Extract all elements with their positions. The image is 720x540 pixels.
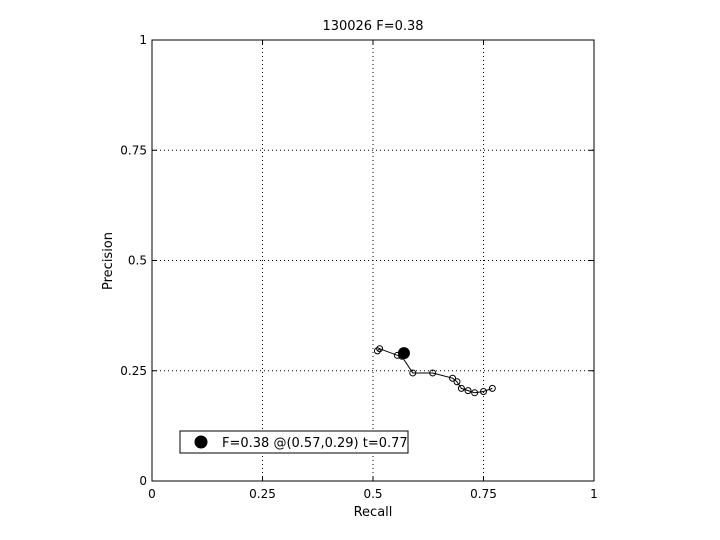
legend-box <box>179 430 409 454</box>
data-point <box>376 345 384 353</box>
y-tick-label: 1 <box>139 33 147 47</box>
data-point <box>488 384 496 392</box>
x-tick-label: 0.5 <box>363 487 382 501</box>
grid <box>152 40 594 481</box>
legend-label: F=0.38 @(0.57,0.29) t=0.77 <box>222 436 408 451</box>
chart-title: 130026 F=0.38 <box>322 19 423 34</box>
y-axis-title: Precision <box>101 232 116 290</box>
tick-labels: 0 0.25 0.5 0.75 1 0 0.25 0.5 0.75 1 <box>120 33 598 501</box>
data-point <box>429 369 437 377</box>
x-tick-label: 0.25 <box>249 487 276 501</box>
data-point <box>373 347 381 355</box>
data-point <box>409 369 417 377</box>
y-tick-label: 0 <box>139 474 147 488</box>
data-point <box>449 374 457 382</box>
x-tick-label: 1 <box>590 487 598 501</box>
data-series <box>373 345 496 397</box>
legend: F=0.38 @(0.57,0.29) t=0.77 <box>179 430 409 454</box>
data-point <box>471 389 479 397</box>
y-tick-label: 0.75 <box>120 143 147 157</box>
x-tick-label: 0.75 <box>470 487 497 501</box>
data-point <box>457 384 465 392</box>
y-tick-label: 0.25 <box>120 364 147 378</box>
y-tick-label: 0.5 <box>128 254 147 268</box>
x-tick-label: 0 <box>148 487 156 501</box>
legend-marker <box>194 435 208 449</box>
x-axis-title: Recall <box>354 505 393 520</box>
axis-ticks <box>151 39 595 482</box>
series-line <box>377 348 493 394</box>
data-point <box>480 387 487 395</box>
data-point <box>453 378 461 386</box>
data-point <box>464 387 472 395</box>
best-f-point <box>397 347 410 360</box>
